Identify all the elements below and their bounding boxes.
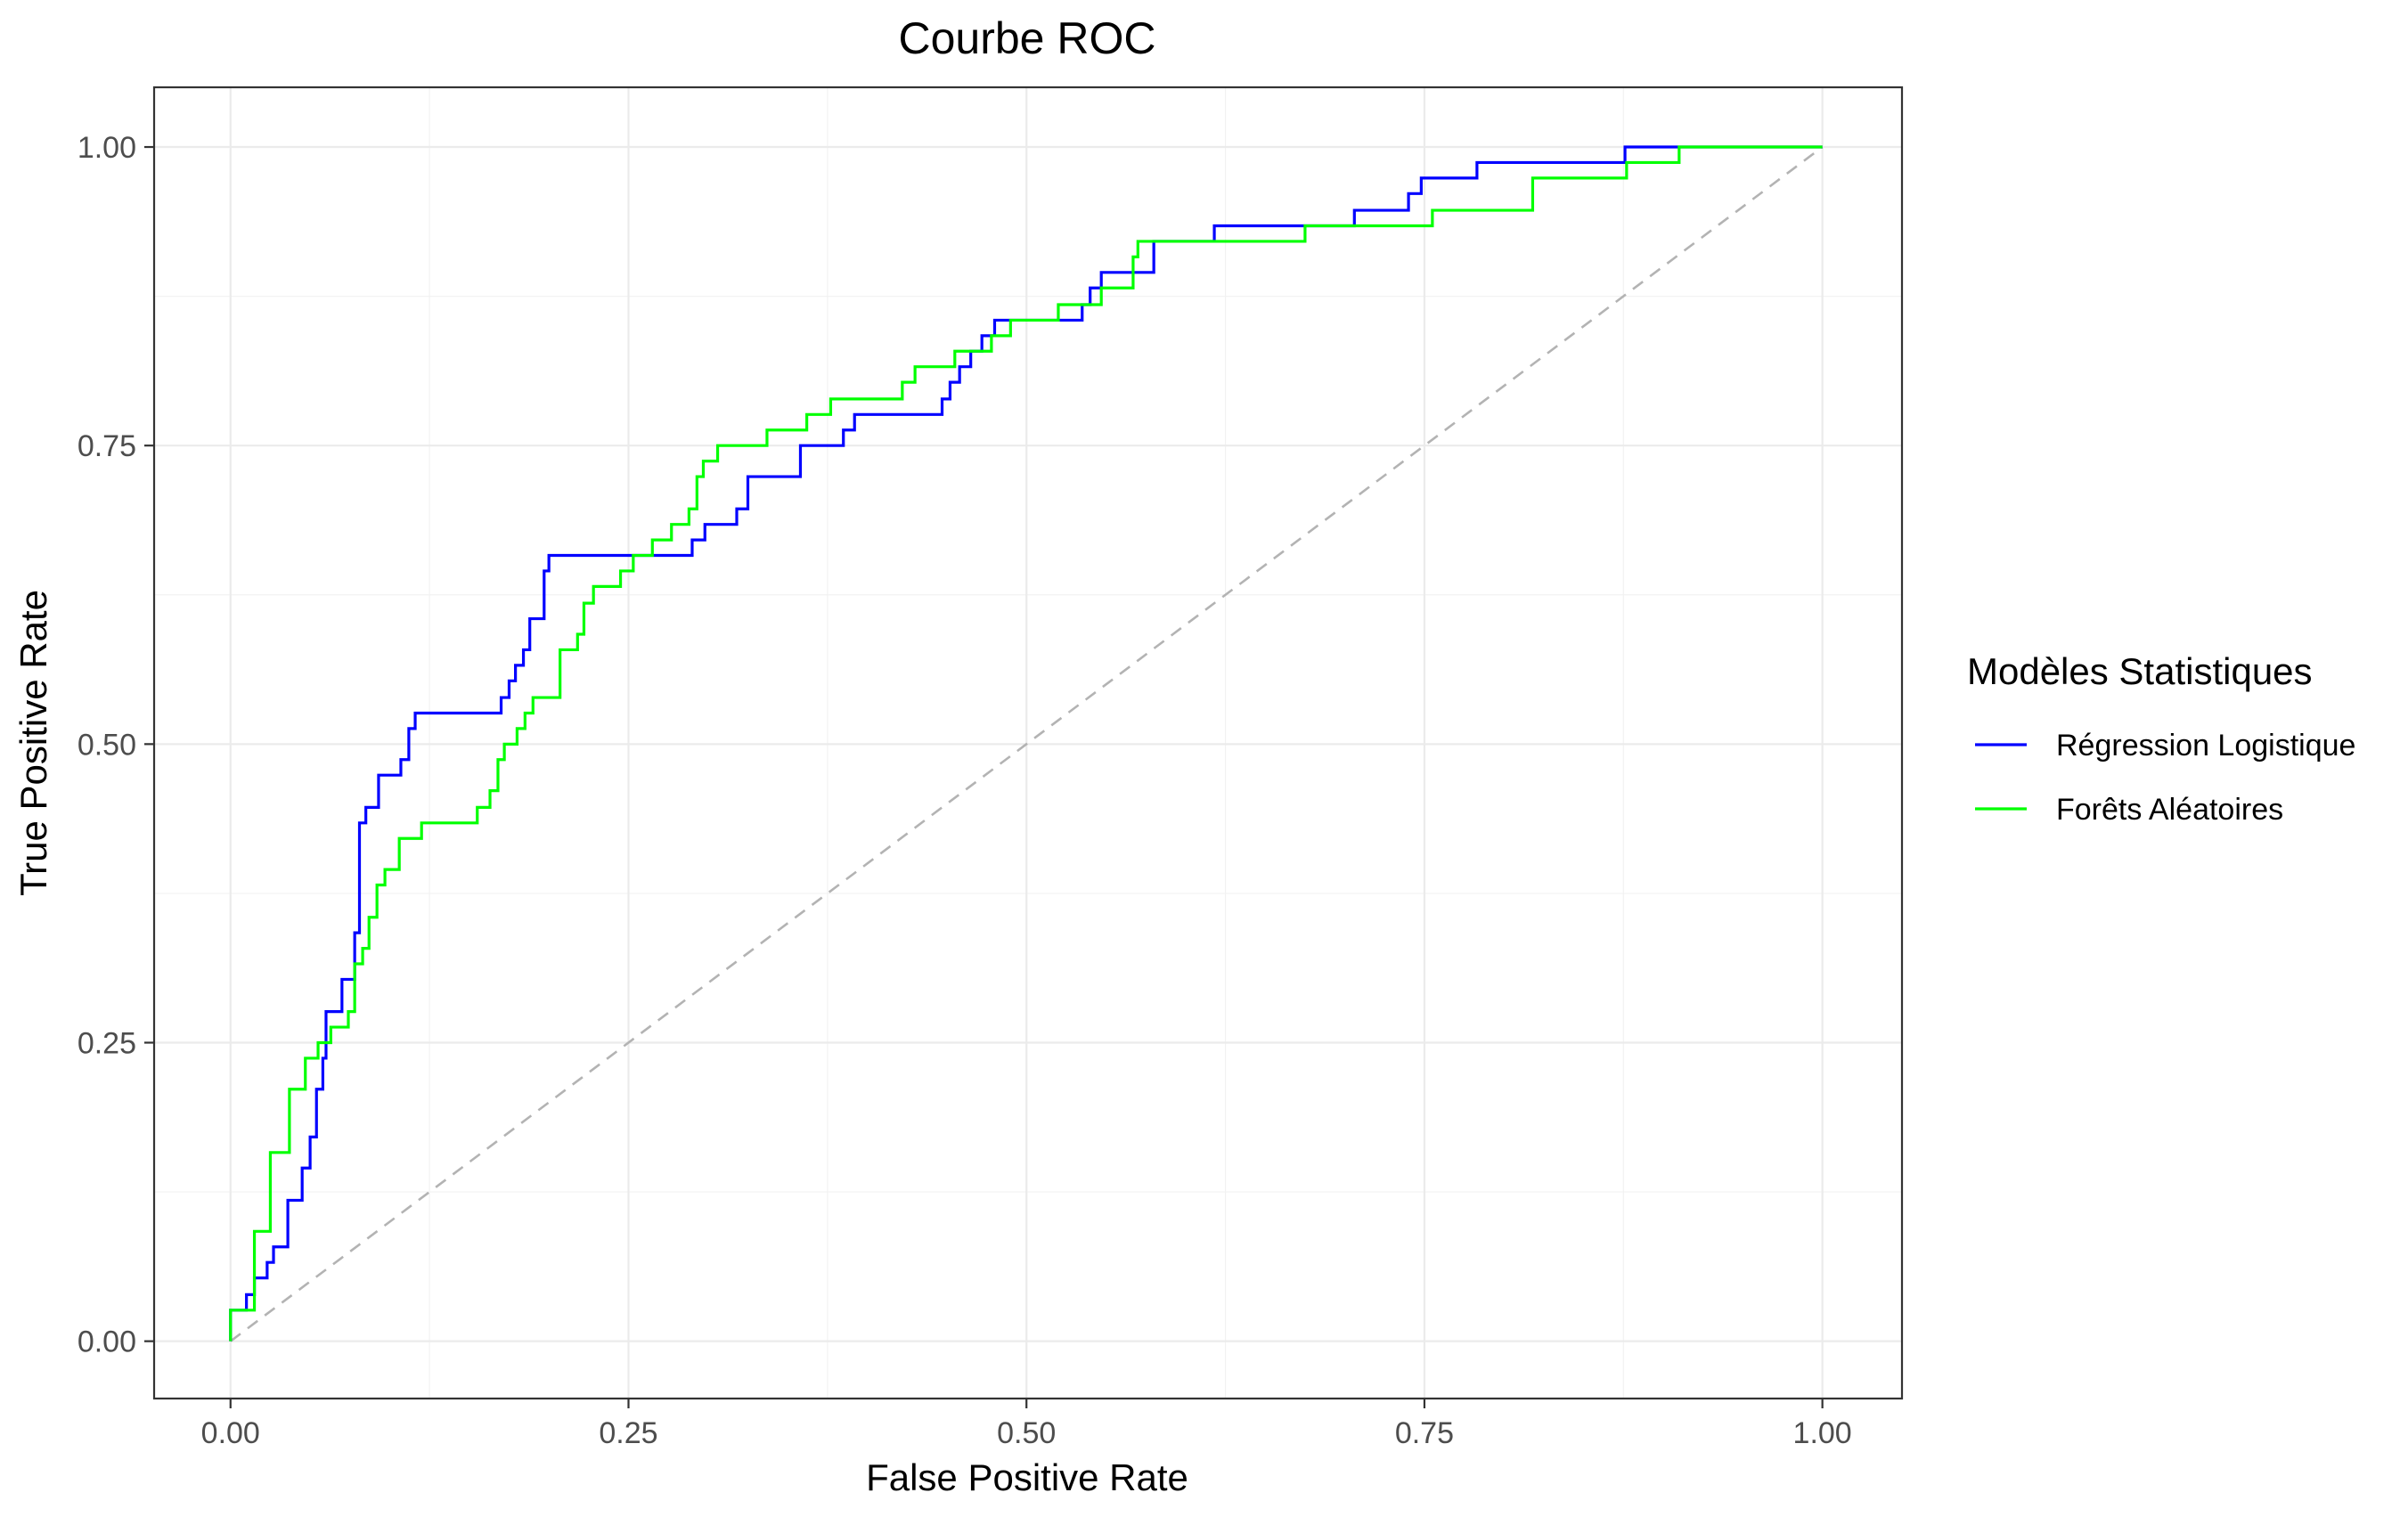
y-axis-ticks: 0.00 0.25 0.50 0.75 1.00 (78, 131, 154, 1359)
y-tick-label: 0.00 (78, 1325, 136, 1359)
x-tick-label: 0.00 (201, 1416, 260, 1450)
x-tick-label: 0.25 (599, 1416, 657, 1450)
legend-items: Régression Logistique Forêts Aléatoires (1975, 729, 2355, 827)
grid (154, 87, 1902, 1399)
y-tick-label: 0.25 (78, 1026, 136, 1060)
series-line-2 (229, 145, 1823, 1342)
legend-label-1: Régression Logistique (2056, 729, 2355, 763)
x-tick-label: 0.75 (1395, 1416, 1454, 1450)
x-axis-title: False Positive Rate (866, 1456, 1188, 1498)
reference-diagonal-line (229, 145, 1824, 1342)
chart-title: Courbe ROC (899, 13, 1156, 63)
y-tick-label: 1.00 (78, 131, 136, 165)
plot-panel-border (152, 86, 1904, 1400)
legend-title: Modèles Statistiques (1967, 650, 2313, 692)
legend: Modèles Statistiques Régression Logistiq… (1967, 650, 2355, 827)
x-tick-label: 0.50 (997, 1416, 1056, 1450)
y-axis-title: True Positive Rate (12, 590, 54, 896)
y-tick-label: 0.75 (78, 429, 136, 463)
series-layer (229, 145, 1823, 1342)
x-tick-label: 1.00 (1793, 1416, 1852, 1450)
y-tick-label: 0.50 (78, 728, 136, 762)
legend-label-2: Forêts Aléatoires (2056, 793, 2283, 827)
x-axis-ticks: 0.00 0.25 0.50 0.75 1.00 (201, 1399, 1852, 1450)
series-line-1 (229, 145, 1823, 1342)
